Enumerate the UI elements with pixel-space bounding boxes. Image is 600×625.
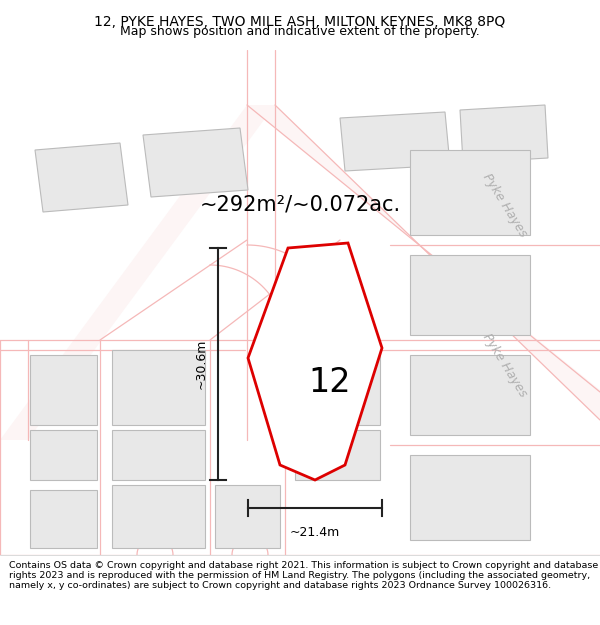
Polygon shape xyxy=(35,143,128,212)
Polygon shape xyxy=(460,105,548,163)
Text: Map shows position and indicative extent of the property.: Map shows position and indicative extent… xyxy=(120,24,480,38)
Polygon shape xyxy=(143,128,248,197)
Polygon shape xyxy=(112,485,205,548)
Polygon shape xyxy=(30,355,97,425)
Polygon shape xyxy=(30,490,97,548)
Text: ~21.4m: ~21.4m xyxy=(290,526,340,539)
Text: ~30.6m: ~30.6m xyxy=(195,339,208,389)
Polygon shape xyxy=(248,243,382,480)
Polygon shape xyxy=(410,150,530,235)
Text: Contains OS data © Crown copyright and database right 2021. This information is : Contains OS data © Crown copyright and d… xyxy=(9,561,598,591)
Polygon shape xyxy=(410,255,530,335)
Text: ~292m²/~0.072ac.: ~292m²/~0.072ac. xyxy=(199,195,401,215)
Polygon shape xyxy=(112,430,205,480)
Polygon shape xyxy=(112,350,205,425)
Polygon shape xyxy=(410,355,530,435)
Polygon shape xyxy=(215,485,280,548)
Text: Pyke Hayes: Pyke Hayes xyxy=(480,171,530,239)
Text: 12: 12 xyxy=(309,366,352,399)
Polygon shape xyxy=(295,430,380,480)
Polygon shape xyxy=(410,455,530,540)
Text: Pyke Hayes: Pyke Hayes xyxy=(480,331,530,399)
Polygon shape xyxy=(30,430,97,480)
Polygon shape xyxy=(0,105,275,440)
Polygon shape xyxy=(340,112,450,171)
Polygon shape xyxy=(247,105,600,420)
Text: 12, PYKE HAYES, TWO MILE ASH, MILTON KEYNES, MK8 8PQ: 12, PYKE HAYES, TWO MILE ASH, MILTON KEY… xyxy=(94,15,506,29)
Polygon shape xyxy=(295,350,380,425)
